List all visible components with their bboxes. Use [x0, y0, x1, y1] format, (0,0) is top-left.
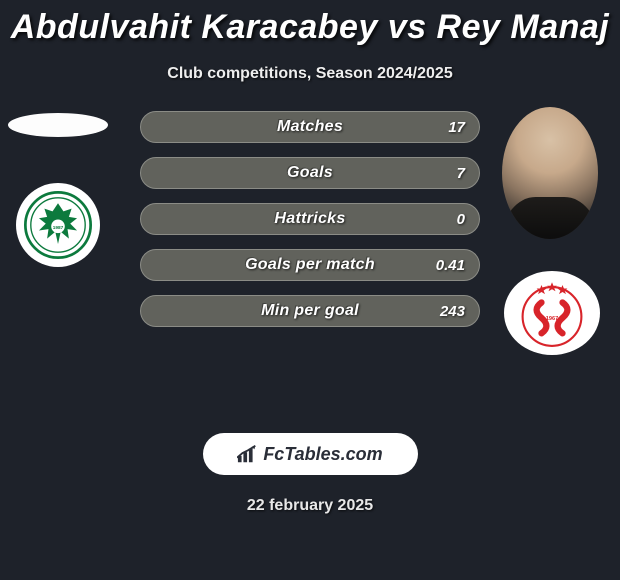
stat-bar: Matches 17	[140, 111, 480, 143]
player-left-avatar	[8, 113, 108, 137]
stat-label: Goals per match	[245, 256, 375, 274]
stat-label: Goals	[287, 164, 333, 182]
stat-value-right: 243	[440, 303, 465, 320]
comparison-date: 22 february 2025	[0, 497, 620, 515]
player-right-avatar	[502, 107, 598, 239]
page-title: Abdulvahit Karacabey vs Rey Manaj	[0, 0, 620, 47]
stat-bar: Goals 7	[140, 157, 480, 189]
stat-bar: Hattricks 0	[140, 203, 480, 235]
sivasspor-logo-icon: 1967	[517, 278, 587, 348]
stat-value-right: 17	[448, 119, 465, 136]
stat-value-right: 0	[457, 211, 465, 228]
stat-value-right: 0.41	[436, 257, 465, 274]
player-left-column: 1987	[8, 111, 108, 391]
brand-text: FcTables.com	[263, 444, 382, 465]
stat-label: Min per goal	[261, 302, 359, 320]
stat-label: Matches	[277, 118, 343, 136]
stat-bars: Matches 17 Goals 7 Hattricks 0 Goals per…	[140, 111, 480, 341]
fctables-logo-icon	[237, 444, 259, 464]
comparison-area: 1987 1967	[0, 111, 620, 391]
club-left-badge: 1987	[16, 183, 100, 267]
stat-value-right: 7	[457, 165, 465, 182]
subtitle: Club competitions, Season 2024/2025	[0, 65, 620, 83]
stat-label: Hattricks	[274, 210, 345, 228]
stat-bar: Goals per match 0.41	[140, 249, 480, 281]
konyaspor-logo-icon: 1987	[24, 191, 92, 259]
stat-bar: Min per goal 243	[140, 295, 480, 327]
svg-text:1967: 1967	[546, 316, 558, 322]
svg-text:1987: 1987	[53, 225, 64, 231]
player-right-column: 1967	[502, 111, 602, 391]
brand-badge[interactable]: FcTables.com	[203, 433, 418, 475]
club-right-badge: 1967	[504, 271, 600, 355]
